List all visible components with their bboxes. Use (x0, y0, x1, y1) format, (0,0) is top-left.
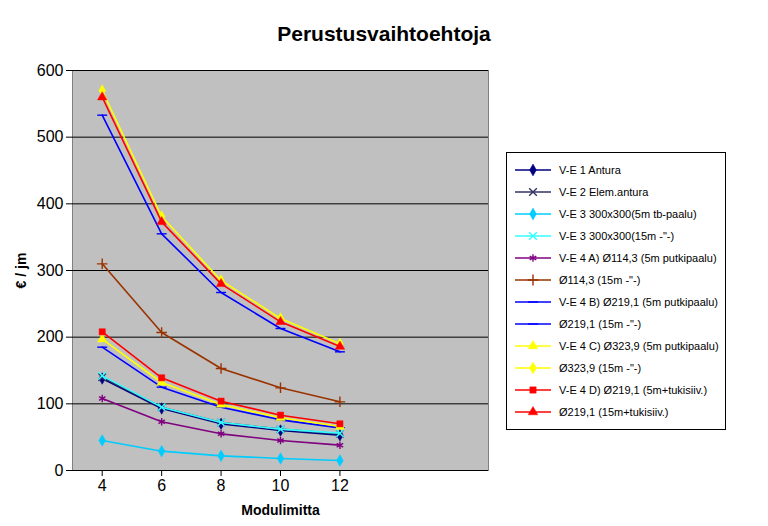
html-text:V-E 4 D) Ø219,1 (5m+tukisiiv.): V-E 4 D) Ø219,1 (5m+tukisiiv.) (559, 384, 707, 396)
html-text:V-E 4 C) Ø323,9 (5m putkipaalu: V-E 4 C) Ø323,9 (5m putkipaalu) (559, 340, 719, 352)
svg-text:0: 0 (55, 462, 64, 479)
html-text:V-E 1 Antura: V-E 1 Antura (559, 164, 621, 176)
html-text:Ø219,1 (15m -"-): Ø219,1 (15m -"-) (559, 318, 642, 330)
html-text:V-E 2 Elem.antura: V-E 2 Elem.antura (559, 186, 649, 198)
svg-text:8: 8 (217, 477, 226, 494)
svg-text:10: 10 (272, 477, 290, 494)
html-text:Ø114,3 (15m -"-): Ø114,3 (15m -"-) (559, 274, 641, 286)
svg-text:Modulimitta: Modulimitta (241, 502, 320, 518)
html-text:V-E 4 A) Ø114,3 (5m putkipaalu: V-E 4 A) Ø114,3 (5m putkipaalu) (559, 252, 717, 264)
html-text:V-E 3 300x300(5m tb-paalu): V-E 3 300x300(5m tb-paalu) (559, 208, 697, 220)
svg-text:300: 300 (37, 262, 64, 279)
svg-text:12: 12 (331, 477, 349, 494)
html-text:Perustusvaihtoehtoja: Perustusvaihtoehtoja (277, 22, 491, 45)
html-text:Ø219,1 (15m+tukisiiv.): Ø219,1 (15m+tukisiiv.) (559, 406, 669, 418)
svg-text:500: 500 (37, 128, 64, 145)
svg-text:4: 4 (98, 477, 107, 494)
html-text:V-E 4 B) Ø219,1 (5m putkipaalu: V-E 4 B) Ø219,1 (5m putkipaalu) (559, 296, 718, 308)
svg-text:6: 6 (157, 477, 166, 494)
svg-text:400: 400 (37, 195, 64, 212)
html-text:Ø323,9 (15m -"-): Ø323,9 (15m -"-) (559, 362, 642, 374)
svg-text:100: 100 (37, 395, 64, 412)
html-text:V-E 3 300x300(15m -"-): V-E 3 300x300(15m -"-) (559, 230, 675, 242)
svg-text:€ / jm: € / jm (13, 253, 29, 289)
svg-text:200: 200 (37, 328, 64, 345)
svg-text:600: 600 (37, 62, 64, 79)
